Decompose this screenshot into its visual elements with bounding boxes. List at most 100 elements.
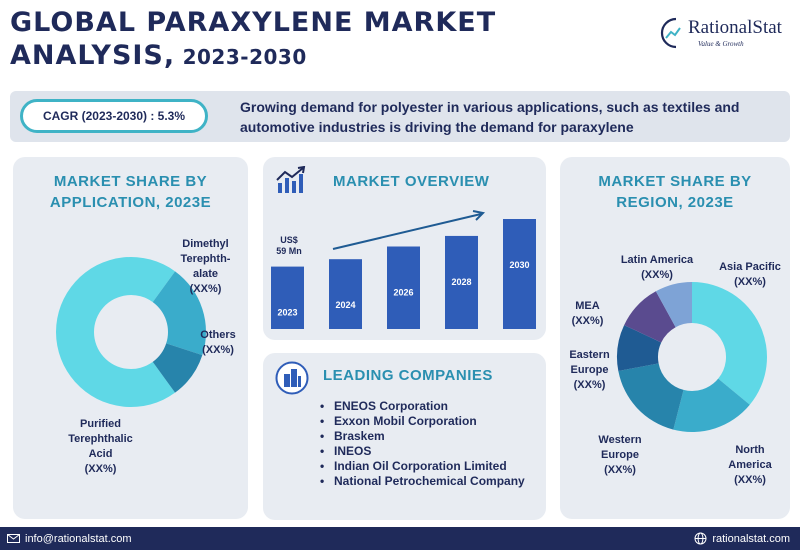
slice-others [152,343,203,393]
ap-label-line-1: Asia Pacific [719,261,781,273]
bar-2028 [445,235,478,329]
label-others: Others (XX%) [193,328,243,358]
trend-arrow [332,213,482,250]
list-item: Exxon Mobil Corporation [320,414,540,429]
na-label-line-2: America [728,459,772,471]
cagr-badge: CAGR (2023-2030) : 5.3% [20,99,208,133]
logo-tagline: Value & Growth [698,40,744,48]
dmt-label-line-2: Terephth- [180,253,231,265]
summary-banner: CAGR (2023-2030) : 5.3% Growing demand f… [10,91,790,142]
market-overview-title: MARKET OVERVIEW [333,173,490,190]
list-item: INEOS [320,444,540,459]
label-asia-pacific: Asia Pacific (XX%) [710,260,790,290]
list-item: Indian Oil Corporation Limited [320,459,540,474]
bar-label-2030: 2030 [509,260,529,270]
page-title: GLOBAL PARAXYLENE MARKET ANALYSIS, 2023-… [10,6,570,75]
pta-label-line-1: Purified [80,418,121,430]
region-title-line-1: MARKET SHARE BY [598,173,752,190]
slice-dimethyl-terephthalate [152,271,206,356]
leading-companies-title: LEADING COMPANIES [323,367,493,384]
mea-label-line-2: (XX%) [571,315,604,327]
title-line-2a: ANALYSIS, [10,40,176,71]
application-title-line-2: APPLICATION, 2023E [49,194,212,211]
region-donut-chart [617,282,767,433]
ee-label-line-1: Eastern [569,349,610,361]
dmt-label-line-3: alate [192,268,219,280]
footer-website-text[interactable]: rationalstat.com [712,532,790,545]
label-latin-america: Latin America (XX%) [612,253,702,283]
trend-arrow-head [472,210,486,221]
overview-value-label: US$ 59 Mn [271,235,307,257]
dmt-label-line-1: Dimethyl [182,238,229,250]
slice-mea [624,291,676,343]
bar-label-2024: 2024 [335,300,355,310]
buildings-icon [275,361,309,395]
logo: RationalStat Value & Growth [660,16,795,50]
la-label-line-1: Latin America [620,254,694,266]
logo-name: RationalStat [688,17,782,38]
others-label-line-1: Others [200,329,236,341]
companies-list: ENEOS Corporation Exxon Mobil Corporatio… [320,399,540,489]
label-eastern-europe: Eastern Europe (XX%) [562,348,617,393]
label-north-america: North America (XX%) [715,443,785,488]
ap-label-line-2: (XX%) [734,276,766,288]
label-purified-terephthalic-acid: Purified Terephthalic Acid (XX%) [53,417,148,477]
footer-email[interactable]: info@rationalstat.com [7,532,132,545]
bar-2024 [329,259,362,329]
bar-2030 [503,219,536,329]
email-icon [7,534,20,543]
footer-website[interactable]: rationalstat.com [694,532,790,545]
dmt-label-line-4: (XX%) [189,283,222,295]
label-dimethyl-terephthalate: Dimethyl Terephth- alate (XX%) [163,237,248,297]
na-label-line-3: (XX%) [734,474,766,486]
slice-north-america [673,378,750,433]
we-label-line-2: Europe [601,449,639,461]
value-label-line-1: US$ [280,235,298,245]
value-label-line-2: 59 Mn [276,246,302,256]
we-label-line-1: Western [598,434,642,446]
slice-purified-terephthalic-acid [55,257,176,407]
region-title-line-2: REGION, 2023E [616,194,734,211]
bar-2026 [387,246,420,329]
slice-asia-pacific [692,282,767,405]
bar-label-2023: 2023 [277,308,297,318]
logo-mark-icon [660,17,681,49]
pta-label-line-4: (XX%) [84,463,117,475]
ee-label-line-3: (XX%) [573,379,606,391]
bar-2023 [271,266,304,329]
label-mea: MEA (XX%) [565,299,610,329]
growth-chart-icon [276,166,306,193]
application-title-line-1: MARKET SHARE BY [53,173,208,190]
region-panel: MARKET SHARE BY REGION, 2023E Latin Amer… [560,157,790,519]
list-item: Braskem [320,429,540,444]
title-line-2b: 2023-2030 [175,45,307,69]
title-line-1: GLOBAL PARAXYLENE MARKET [10,7,497,38]
list-item: National Petrochemical Company [320,474,540,489]
slice-eastern-europe [617,325,662,372]
list-item: ENEOS Corporation [320,399,540,414]
mea-label-line-1: MEA [575,300,600,312]
la-label-line-2: (XX%) [641,269,673,281]
bar-label-2026: 2026 [393,288,413,298]
pta-label-line-2: Terephthalic [68,433,133,445]
region-panel-title: MARKET SHARE BY REGION, 2023E [560,171,790,213]
others-label-line-2: (XX%) [202,344,234,356]
application-donut-chart [55,257,206,407]
slice-western-europe [618,363,684,430]
na-label-line-1: North [735,444,765,456]
application-panel-title: MARKET SHARE BY APPLICATION, 2023E [13,171,248,213]
application-panel: MARKET SHARE BY APPLICATION, 2023E Dimet… [13,157,248,519]
pta-label-line-3: Acid [88,448,113,460]
market-overview-bar-chart: 2023 2024 2026 2028 2030 [271,210,536,329]
market-overview-panel: MARKET OVERVIEW 2023 2024 2026 2028 2030 US$… [263,157,546,340]
slice-latin-america [655,282,692,328]
label-western-europe: Western Europe (XX%) [585,433,655,478]
bar-label-2028: 2028 [451,277,471,287]
globe-icon [694,532,707,545]
banner-text: Growing demand for polyester in various … [240,99,740,135]
we-label-line-3: (XX%) [604,464,636,476]
ee-label-line-2: Europe [570,364,609,376]
leading-companies-panel: LEADING COMPANIES ENEOS Corporation Exxo… [263,353,546,520]
footer-email-text[interactable]: info@rationalstat.com [25,532,132,545]
footer: info@rationalstat.com rationalstat.com [0,527,800,550]
